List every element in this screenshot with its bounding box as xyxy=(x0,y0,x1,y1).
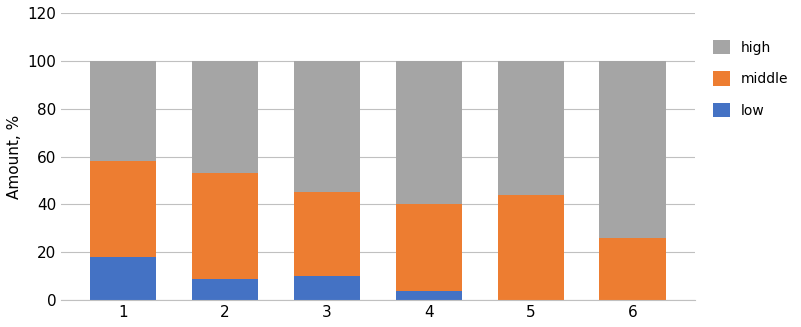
Bar xyxy=(497,195,564,300)
Bar xyxy=(192,173,258,279)
Bar xyxy=(192,61,258,173)
Bar xyxy=(90,161,156,257)
Bar xyxy=(90,257,156,300)
Bar xyxy=(599,61,666,238)
Bar xyxy=(90,61,156,161)
Legend: high, middle, low: high, middle, low xyxy=(708,34,794,123)
Bar xyxy=(599,238,666,300)
Bar xyxy=(294,193,360,276)
Y-axis label: Amount, %: Amount, % xyxy=(7,114,22,199)
Bar xyxy=(294,61,360,193)
Bar xyxy=(294,276,360,300)
Bar xyxy=(192,279,258,300)
Bar xyxy=(396,291,462,300)
Bar xyxy=(396,61,462,204)
Bar xyxy=(396,204,462,291)
Bar xyxy=(497,61,564,195)
